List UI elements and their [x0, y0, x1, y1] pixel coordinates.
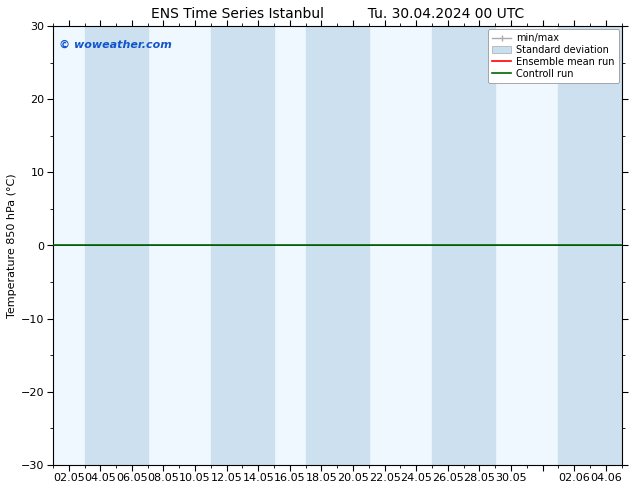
- Y-axis label: Temperature 850 hPa (°C): Temperature 850 hPa (°C): [7, 173, 17, 318]
- Legend: min/max, Standard deviation, Ensemble mean run, Controll run: min/max, Standard deviation, Ensemble me…: [488, 29, 619, 83]
- Bar: [84, 26, 148, 465]
- Title: ENS Time Series Istanbul          Tu. 30.04.2024 00 UTC: ENS Time Series Istanbul Tu. 30.04.2024 …: [151, 7, 524, 21]
- Bar: [306, 26, 369, 465]
- Bar: [432, 26, 495, 465]
- Text: © woweather.com: © woweather.com: [58, 39, 172, 49]
- Bar: [211, 26, 274, 465]
- Bar: [559, 26, 621, 465]
